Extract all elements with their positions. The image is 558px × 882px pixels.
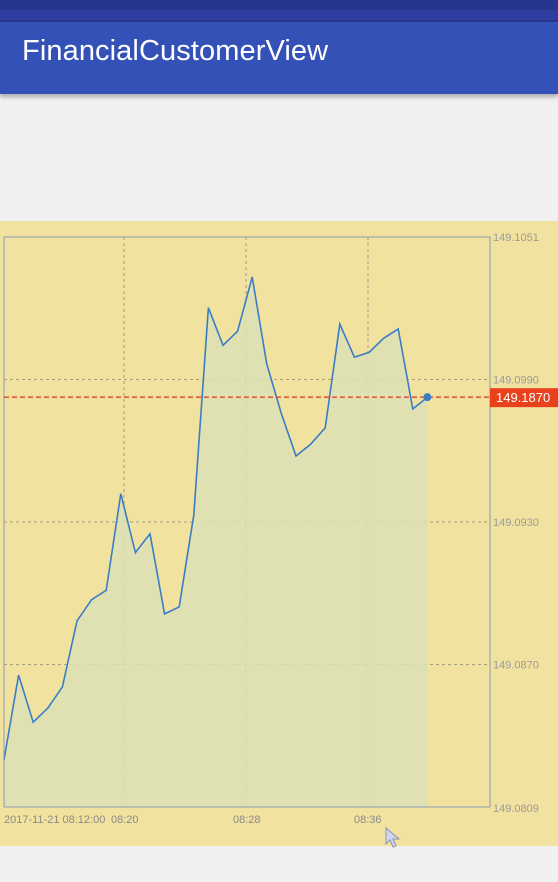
mouse-pointer-icon bbox=[385, 826, 401, 848]
price-line bbox=[3, 276, 428, 761]
app-title: FinancialCustomerView bbox=[22, 35, 329, 67]
y-tick-label: 149.0809 bbox=[493, 803, 539, 815]
x-tick-label: 2017-11-21 08:12:00 bbox=[4, 814, 105, 826]
chart-canvas: 149.1051 149.0990 149.0930 149.0870 149.0809… bbox=[3, 232, 558, 826]
financial-chart[interactable]: 149.1051 149.0990 149.0930 149.0870 149.0809… bbox=[0, 221, 558, 846]
current-price-badge bbox=[490, 388, 558, 408]
x-tick-label: 08:20 bbox=[111, 814, 139, 826]
app-bar: FinancialCustomerView bbox=[0, 22, 558, 94]
x-tick-label: 08:28 bbox=[233, 814, 261, 826]
chart-frame bbox=[3, 236, 491, 808]
y-tick-label: 149.0870 bbox=[493, 660, 539, 672]
x-tick-label: 08:36 bbox=[354, 814, 382, 826]
last-price-dot bbox=[423, 393, 432, 402]
price-area-fill bbox=[4, 277, 428, 807]
y-tick-label: 149.0930 bbox=[493, 517, 539, 529]
y-tick-label: 149.0990 bbox=[493, 375, 539, 387]
status-bar bbox=[0, 0, 558, 22]
y-tick-label: 149.1051 bbox=[493, 232, 539, 244]
current-price-label: 149.1870 bbox=[496, 390, 550, 405]
